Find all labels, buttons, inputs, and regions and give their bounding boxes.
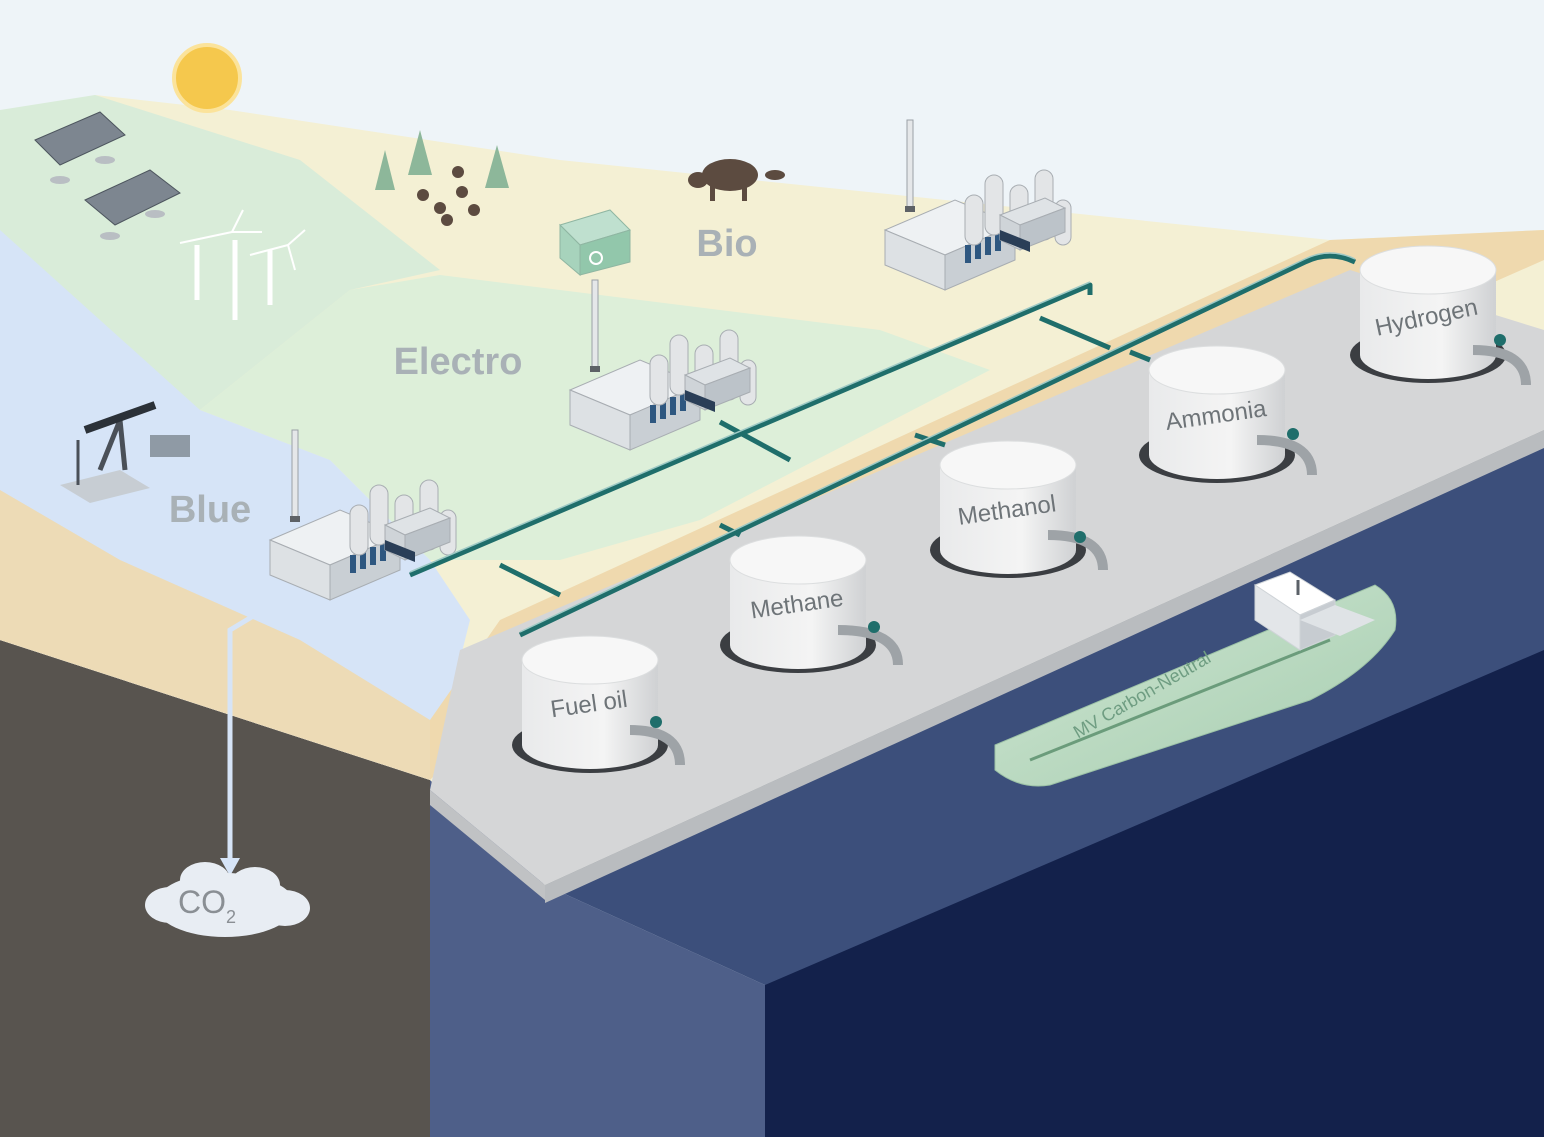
sun-icon — [172, 43, 242, 113]
pipeline-highlight — [409, 252, 1356, 633]
arrow-down-icon — [220, 597, 282, 876]
valve-icon — [650, 716, 662, 728]
platform-front — [545, 430, 1544, 903]
valve-icon — [1494, 334, 1506, 346]
co2-label: CO2 — [178, 884, 236, 927]
cow-icon — [688, 159, 785, 201]
wind-turbine-icon — [179, 209, 306, 320]
solar-panel-icon — [34, 111, 181, 240]
valve-icon — [1287, 428, 1299, 440]
sand-left — [0, 490, 430, 780]
recycle-bin-icon — [559, 209, 631, 277]
sea-deep — [765, 650, 1544, 1137]
valve-icon — [868, 621, 880, 633]
region-label-blue: Blue — [169, 489, 251, 531]
co2-main: CO — [178, 884, 226, 920]
storage-tank-icon — [930, 440, 1108, 578]
region-label-electro: Electro — [394, 341, 523, 383]
platform-edge — [430, 790, 545, 900]
oil-pump-icon — [60, 401, 190, 503]
storage-tank-icon — [1350, 245, 1531, 386]
valve-icon — [1074, 531, 1086, 543]
tree-icon — [375, 130, 509, 226]
ship-icon — [994, 571, 1397, 787]
pipeline — [409, 253, 1357, 638]
storage-tank-icon — [512, 635, 685, 773]
region-label-bio: Bio — [696, 223, 757, 265]
storage-tank-icon — [720, 535, 903, 673]
co2-subscript: 2 — [226, 907, 236, 927]
storage-tank-icon — [1139, 345, 1317, 483]
co2-cloud-icon — [145, 862, 310, 937]
